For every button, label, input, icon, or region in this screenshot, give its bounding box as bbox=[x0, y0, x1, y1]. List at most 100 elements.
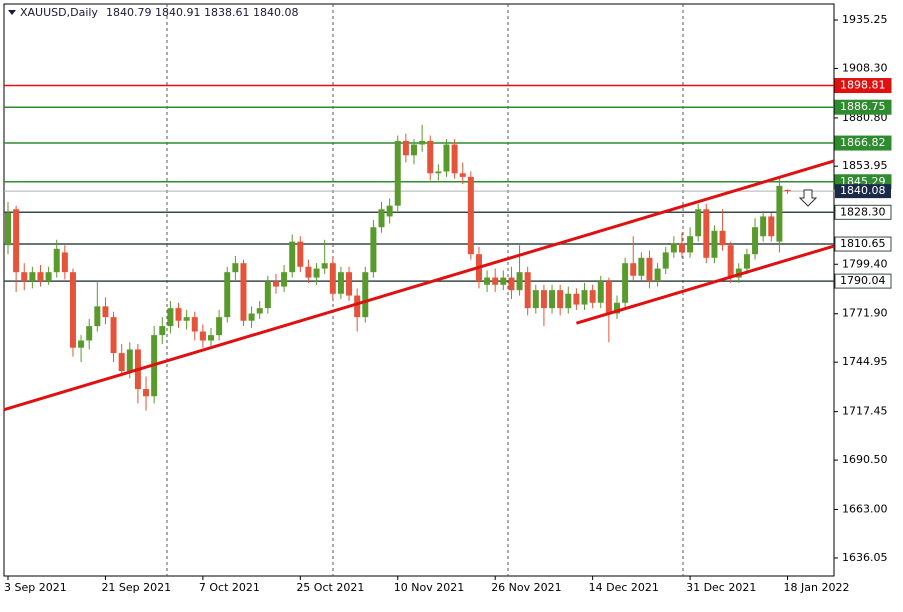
x-tick-label: 25 Oct 2021 bbox=[296, 581, 364, 594]
level-label-box bbox=[834, 135, 892, 151]
plot-layer bbox=[3, 84, 835, 412]
candle-body bbox=[94, 306, 101, 327]
candle-body bbox=[508, 277, 515, 291]
candle-body bbox=[776, 185, 783, 242]
candle-body bbox=[199, 331, 206, 341]
level-label-box bbox=[834, 204, 892, 220]
candle-body bbox=[248, 313, 255, 321]
candle-body bbox=[638, 257, 645, 276]
candle-body bbox=[5, 212, 11, 246]
candle-body bbox=[711, 230, 718, 258]
y-tick-label: 1853.95 bbox=[842, 159, 888, 172]
header-close: 1840.08 bbox=[253, 6, 299, 19]
chart-title: XAUUSD,Daily bbox=[20, 6, 98, 19]
trend-line bbox=[3, 159, 835, 412]
y-tick-label: 1908.30 bbox=[842, 61, 888, 74]
y-tick-label: 1636.05 bbox=[842, 551, 888, 564]
candle-body bbox=[45, 272, 52, 282]
candle-body bbox=[719, 230, 726, 246]
candle-body bbox=[118, 353, 125, 372]
y-tick-label: 1799.40 bbox=[842, 257, 888, 270]
candle-body bbox=[329, 263, 336, 294]
candle-body bbox=[540, 290, 547, 309]
candle-body bbox=[37, 272, 44, 282]
candle-body bbox=[435, 171, 442, 174]
candle-body bbox=[589, 290, 596, 303]
symbol-icon bbox=[8, 10, 16, 15]
plot-frame bbox=[3, 3, 835, 577]
candle-body bbox=[394, 140, 401, 206]
candle-body bbox=[86, 326, 93, 341]
candle-body bbox=[53, 248, 60, 273]
x-tick-label: 26 Nov 2021 bbox=[491, 581, 561, 594]
candle-body bbox=[687, 236, 694, 253]
candle-body bbox=[272, 281, 279, 287]
header-low: 1838.61 bbox=[204, 6, 250, 19]
level-label-box bbox=[834, 78, 892, 94]
level-label-box bbox=[834, 273, 892, 289]
candle-body bbox=[703, 209, 710, 258]
candle-body bbox=[727, 245, 734, 278]
header-open: 1840.79 bbox=[106, 6, 152, 19]
candle-body bbox=[459, 173, 466, 177]
candle-body bbox=[678, 243, 685, 253]
y-tick-label: 1717.45 bbox=[842, 405, 888, 418]
candle-body bbox=[768, 216, 775, 237]
level-label: 1790.04 bbox=[840, 274, 886, 287]
candle-body bbox=[614, 302, 620, 314]
current-price-label: 1840.08 bbox=[840, 184, 886, 197]
level-label: 1810.65 bbox=[840, 237, 886, 250]
candle-body bbox=[354, 295, 361, 318]
candle-body bbox=[695, 209, 702, 237]
candle-body bbox=[760, 216, 767, 237]
candle-body bbox=[337, 272, 344, 294]
candle-body bbox=[102, 306, 109, 318]
candle-body bbox=[386, 205, 393, 217]
candle-body bbox=[532, 290, 539, 309]
candle-body bbox=[581, 290, 588, 305]
candle-body bbox=[549, 290, 556, 309]
y-tick-label: 1771.90 bbox=[842, 307, 888, 320]
candle-body bbox=[61, 252, 68, 273]
down-arrow-icon bbox=[798, 189, 818, 207]
candle-body bbox=[167, 308, 174, 327]
candle-body bbox=[191, 317, 198, 332]
candle-body bbox=[29, 272, 36, 282]
candle-body bbox=[208, 335, 214, 341]
y-tick-label: 1935.25 bbox=[842, 13, 888, 26]
candle-body bbox=[175, 308, 182, 321]
candle-body bbox=[622, 263, 629, 303]
trend-line bbox=[575, 244, 835, 325]
candle-body bbox=[646, 257, 653, 282]
candle-body bbox=[159, 326, 166, 336]
candle-body bbox=[402, 140, 409, 156]
candle-body bbox=[630, 263, 637, 276]
candle-body bbox=[224, 272, 231, 318]
x-tick-label: 7 Oct 2021 bbox=[199, 581, 260, 594]
candle-body bbox=[557, 290, 564, 309]
candle-body bbox=[378, 209, 385, 228]
level-label: 1828.30 bbox=[840, 205, 886, 218]
candle-body bbox=[240, 263, 247, 321]
candle-body bbox=[256, 308, 263, 314]
candle-body bbox=[443, 144, 450, 172]
period-separators bbox=[166, 4, 684, 576]
candle-body bbox=[784, 189, 791, 192]
candle-body bbox=[516, 272, 523, 291]
candle-body bbox=[670, 243, 677, 253]
candle-body bbox=[305, 266, 312, 278]
candle-body bbox=[78, 340, 85, 348]
candle-body bbox=[573, 293, 580, 305]
candle-body bbox=[524, 272, 531, 309]
candle-body bbox=[313, 268, 320, 278]
y-tick-label: 1744.95 bbox=[842, 355, 888, 368]
candle-body bbox=[346, 272, 353, 296]
candle-body bbox=[662, 252, 669, 269]
level-label: 1898.81 bbox=[840, 79, 886, 92]
candle-body bbox=[232, 263, 239, 273]
x-tick-label: 18 Jan 2022 bbox=[784, 581, 850, 594]
candle-body bbox=[411, 144, 417, 156]
candle-body bbox=[500, 277, 507, 285]
candle-body bbox=[13, 209, 20, 273]
